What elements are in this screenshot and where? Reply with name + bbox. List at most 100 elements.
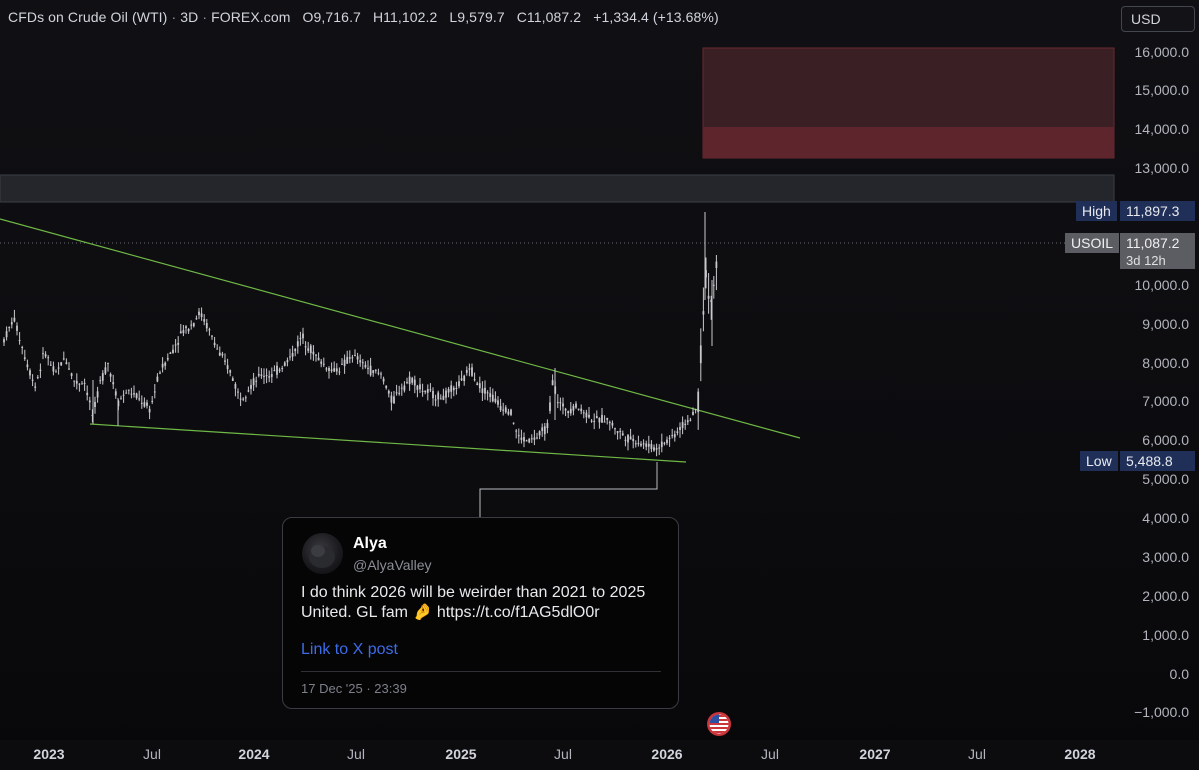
candle-body bbox=[497, 400, 499, 405]
candle-body bbox=[478, 383, 481, 389]
candle-body bbox=[10, 322, 13, 325]
candle-body bbox=[515, 430, 518, 432]
candle-body bbox=[580, 408, 583, 412]
candle-body bbox=[317, 357, 320, 361]
user-avatar[interactable] bbox=[302, 533, 343, 574]
candle-body bbox=[192, 323, 195, 327]
time-axis-label: 2025 bbox=[445, 746, 477, 762]
us-flag-icon[interactable] bbox=[706, 711, 732, 737]
tweet-author-handle[interactable]: @AlyaValley bbox=[353, 557, 432, 573]
candle-body bbox=[177, 342, 180, 345]
candle-body bbox=[44, 354, 47, 357]
candle-body bbox=[551, 380, 554, 386]
candle-body bbox=[624, 439, 627, 441]
candle-body bbox=[679, 427, 681, 430]
price-scale-label: 13,000.0 bbox=[1134, 160, 1190, 176]
candle-body bbox=[86, 392, 89, 396]
candle-body bbox=[161, 363, 164, 368]
bar-countdown: 3d 12h bbox=[1126, 253, 1166, 268]
link-to-x-post[interactable]: Link to X post bbox=[301, 641, 398, 658]
candle-body bbox=[278, 369, 281, 371]
candle-body bbox=[491, 394, 494, 402]
candle-body bbox=[640, 443, 642, 446]
tweet-author-name[interactable]: Alya bbox=[353, 535, 387, 552]
price-scale-label: 7,000.0 bbox=[1142, 393, 1189, 409]
candle-body bbox=[642, 443, 645, 445]
candle-body bbox=[343, 359, 346, 367]
time-axis-label: 2027 bbox=[859, 746, 891, 762]
candle-body bbox=[434, 399, 437, 401]
time-axis[interactable]: 2023 Jul 2024 Jul 2025 Jul 2026 Jul 2027 Jul 2028 bbox=[0, 740, 1199, 770]
candle-body bbox=[533, 437, 536, 440]
candle-body bbox=[429, 389, 432, 391]
candle-body bbox=[705, 270, 707, 278]
candle-body bbox=[595, 416, 598, 419]
candle-body bbox=[81, 383, 83, 385]
candle-body bbox=[159, 372, 161, 374]
candle-body bbox=[252, 378, 255, 386]
candle-body bbox=[49, 364, 52, 366]
currency-selector[interactable]: USD bbox=[1121, 6, 1195, 32]
candle-body bbox=[369, 365, 372, 376]
candle-body bbox=[372, 370, 375, 374]
candle-body bbox=[406, 381, 408, 383]
candle-body bbox=[468, 368, 471, 370]
tweet-card[interactable]: Alya @AlyaValley I do think 2026 will be… bbox=[282, 517, 679, 709]
candle-body bbox=[255, 380, 258, 382]
candle-body bbox=[239, 398, 242, 400]
candle-body bbox=[458, 381, 460, 387]
price-scale-label: 2,000.0 bbox=[1142, 588, 1189, 604]
price-scale-label: 15,000.0 bbox=[1134, 82, 1190, 98]
candle-body bbox=[645, 443, 648, 447]
candle-body bbox=[125, 392, 128, 394]
candle-body bbox=[523, 437, 525, 442]
candle-body bbox=[692, 411, 694, 416]
candle-body bbox=[109, 373, 112, 377]
candle-body bbox=[296, 341, 299, 347]
candle-body bbox=[229, 370, 232, 373]
interval-label[interactable]: 3D bbox=[180, 9, 199, 25]
candle-body bbox=[489, 393, 492, 397]
symbol-title[interactable]: CFDs on Crude Oil (WTI) bbox=[8, 9, 168, 25]
candle-body bbox=[88, 400, 91, 403]
candle-body bbox=[62, 358, 65, 360]
candle-body bbox=[494, 398, 497, 402]
candle-body bbox=[380, 373, 382, 375]
candle-body bbox=[400, 387, 403, 389]
candle-body bbox=[528, 438, 531, 443]
candle-body bbox=[668, 437, 671, 439]
candle-body bbox=[442, 395, 445, 400]
chart-pane[interactable] bbox=[0, 0, 1117, 740]
candle-body bbox=[234, 384, 237, 389]
time-axis-label: Jul bbox=[554, 746, 572, 762]
price-scale-label: 0.0 bbox=[1169, 666, 1189, 682]
candle-body bbox=[135, 393, 138, 399]
candle-body bbox=[94, 401, 96, 408]
candle-body bbox=[585, 412, 588, 418]
candle-body bbox=[606, 417, 609, 420]
candle-body bbox=[309, 345, 312, 354]
candle-body bbox=[286, 360, 289, 363]
candle-body bbox=[140, 402, 143, 404]
ohlc-low: L9,579.7 bbox=[449, 9, 505, 25]
candle-body bbox=[185, 326, 187, 329]
candle-body bbox=[39, 369, 42, 372]
last-price-value: 11,087.2 bbox=[1126, 235, 1180, 251]
candle-body bbox=[559, 402, 562, 404]
candle-body bbox=[517, 435, 520, 437]
candle-body bbox=[120, 398, 122, 400]
candle-body bbox=[151, 400, 154, 402]
price-scale[interactable]: 16,000.0 15,000.0 14,000.0 13,000.0 10,000.0… bbox=[1117, 0, 1199, 740]
candle-body bbox=[569, 408, 572, 414]
candle-body bbox=[122, 394, 125, 396]
candle-body bbox=[18, 340, 21, 342]
candle-body bbox=[307, 348, 310, 351]
candle-body bbox=[484, 387, 486, 394]
candle-body bbox=[335, 368, 338, 372]
candle-body bbox=[408, 376, 411, 385]
candle-body bbox=[575, 403, 577, 408]
price-chart[interactable] bbox=[0, 0, 1117, 740]
candle-body bbox=[91, 414, 94, 416]
candle-body bbox=[699, 345, 702, 364]
candle-body bbox=[244, 397, 247, 399]
